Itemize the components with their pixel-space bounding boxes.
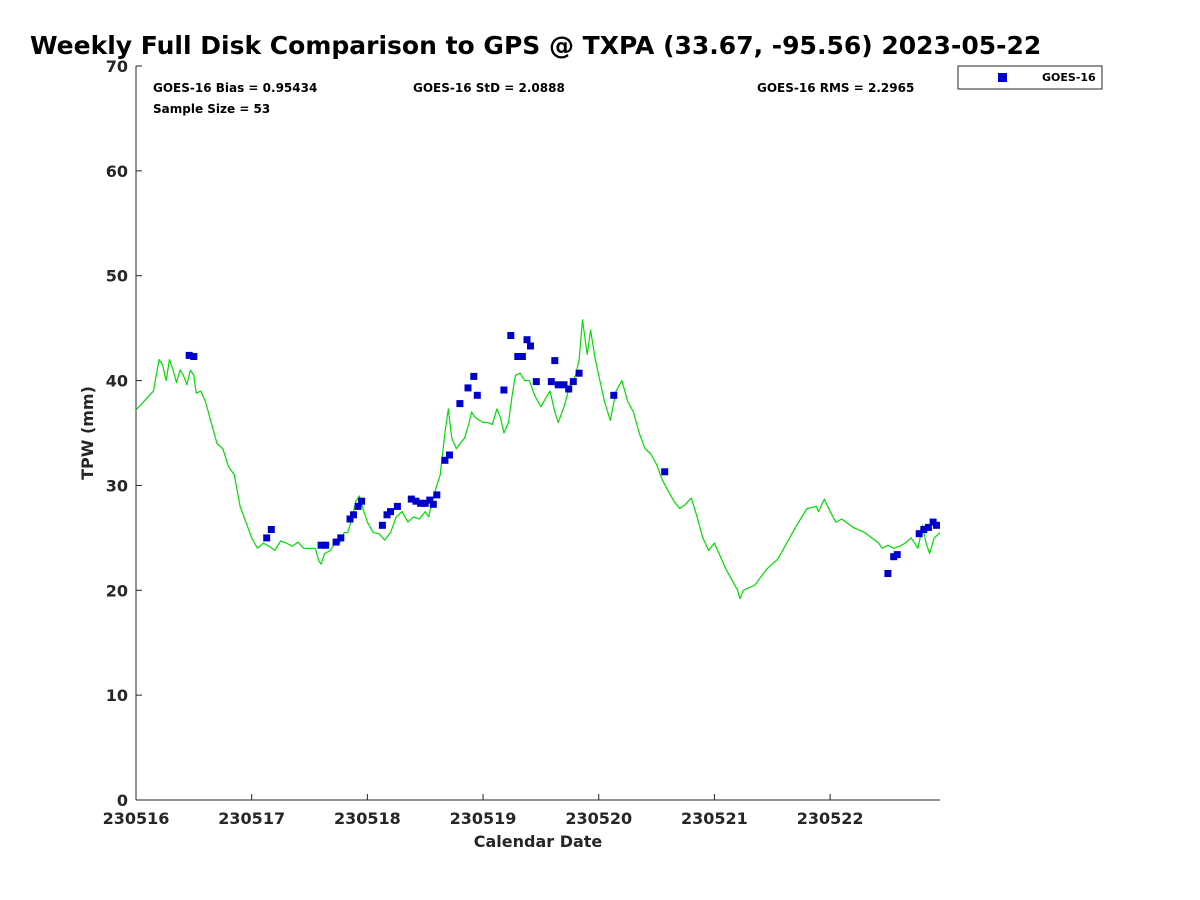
goes16-point <box>358 497 366 505</box>
goes16-point <box>560 381 568 389</box>
x-tick-label: 230518 <box>334 809 401 828</box>
goes16-point <box>464 384 472 392</box>
goes16-point <box>332 538 340 546</box>
goes16-point <box>551 357 559 365</box>
x-tick-label: 230519 <box>450 809 517 828</box>
goes16-point <box>387 508 394 516</box>
y-tick-label: 60 <box>106 162 128 181</box>
goes16-point <box>884 570 892 577</box>
goes16-point <box>523 336 531 344</box>
goes16-point <box>920 526 928 533</box>
x-tick-label: 230516 <box>103 809 170 828</box>
goes16-point <box>317 541 325 549</box>
std-stat: GOES-16 StD = 2.0888 <box>413 81 565 95</box>
goes16-point <box>565 385 573 393</box>
y-tick-label: 0 <box>117 791 128 810</box>
legend-box <box>957 65 1103 90</box>
goes16-point <box>473 391 481 399</box>
goes16-point <box>433 491 441 499</box>
y-ticks: 0 10 20 30 40 50 60 70 <box>106 57 142 810</box>
goes16-point <box>933 521 940 529</box>
goes16-point <box>518 353 526 360</box>
goes16-point <box>350 511 357 519</box>
goes16-point <box>532 378 540 386</box>
goes16-point <box>924 523 932 531</box>
x-tick-label: 230522 <box>797 809 864 828</box>
goes16-point <box>575 369 583 377</box>
y-tick-label: 10 <box>106 686 128 705</box>
bias-stat: GOES-16 Bias = 0.95434 <box>153 81 317 95</box>
y-tick-label: 30 <box>106 476 128 495</box>
y-tick-label: 40 <box>106 372 128 391</box>
goes16-point <box>378 521 386 529</box>
goes16-point <box>393 502 401 510</box>
goes16-point <box>407 495 415 503</box>
goes16-point <box>507 332 515 339</box>
goes16-point <box>346 515 354 523</box>
goes16-point <box>547 378 555 386</box>
goes16-point <box>185 351 193 359</box>
gps-tpw-line <box>135 319 941 600</box>
goes16-point <box>527 342 534 350</box>
goes16-point <box>893 551 901 559</box>
goes16-point <box>190 353 198 360</box>
goes16-point <box>337 534 345 542</box>
x-axis-label: Calendar Date <box>474 832 603 851</box>
goes16-point <box>456 400 464 408</box>
goes16-point <box>661 468 669 476</box>
goes16-point <box>500 386 508 394</box>
goes16-point <box>412 497 420 505</box>
y-tick-label: 20 <box>106 581 128 600</box>
x-tick-label: 230520 <box>565 809 632 828</box>
chart-title: Weekly Full Disk Comparison to GPS @ TXP… <box>30 31 1041 60</box>
y-tick-label: 50 <box>106 267 128 286</box>
goes16-point <box>429 500 437 508</box>
rms-stat: GOES-16 RMS = 2.2965 <box>757 81 914 95</box>
goes16-point <box>417 499 425 507</box>
legend: GOES-16 <box>957 65 1103 90</box>
goes16-point <box>610 391 618 399</box>
goes16-point <box>426 496 434 504</box>
goes16-point <box>322 541 330 549</box>
goes16-point <box>267 526 275 533</box>
x-tick-label: 230517 <box>218 809 285 828</box>
sample-size-stat: Sample Size = 53 <box>153 102 270 116</box>
goes16-point <box>915 530 923 538</box>
x-tick-label: 230521 <box>681 809 748 828</box>
y-tick-label: 70 <box>106 57 128 76</box>
x-ticks: 230516 230517 230518 230519 230520 230521 2305… <box>103 794 864 828</box>
goes16-point <box>514 353 522 360</box>
goes16-point <box>446 451 453 459</box>
goes16-point <box>421 499 429 507</box>
goes16-point <box>441 456 449 464</box>
goes16-point <box>569 378 577 386</box>
goes16-point <box>554 381 562 389</box>
goes16-point <box>470 372 478 380</box>
legend-label: GOES-16 <box>1042 71 1096 84</box>
legend-marker <box>998 73 1007 82</box>
y-axis-label: TPW (mm) <box>78 386 97 480</box>
goes16-point <box>354 502 362 510</box>
goes16-point <box>263 534 271 542</box>
plot-area <box>135 319 941 600</box>
